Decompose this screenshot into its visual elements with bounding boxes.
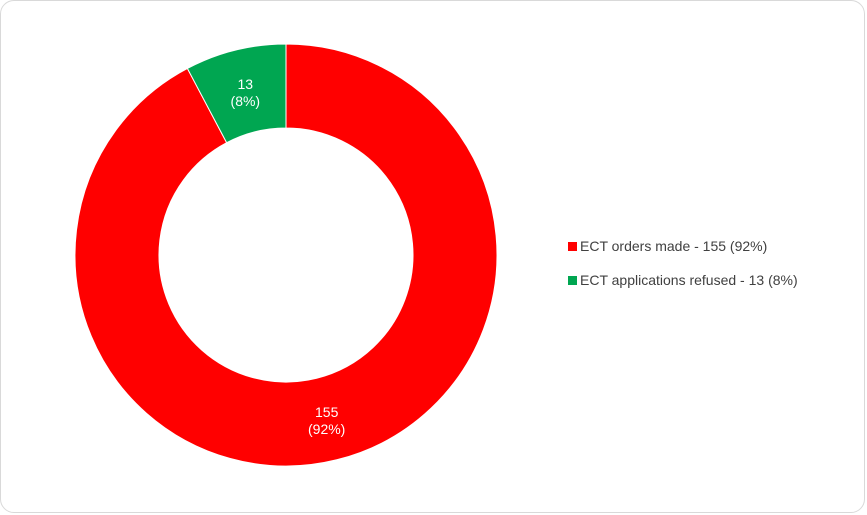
donut-slice-orders-made (74, 43, 498, 467)
donut-slice-applications-refused (186, 43, 287, 144)
legend-swatch-orders-made (568, 241, 577, 251)
legend-label-applications-refused: ECT applications refused - 13 (8%) (580, 272, 798, 288)
donut-slices (74, 43, 498, 467)
data-label-percent-applications-refused: (8%) (231, 93, 261, 109)
legend-swatch-applications-refused (568, 275, 577, 285)
legend-item-applications-refused: ECT applications refused - 13 (8%) (568, 270, 798, 290)
donut-data-labels: 155(92%) 13(8%) (231, 76, 346, 437)
legend: ECT orders made - 155 (92%) ECT applicat… (568, 236, 798, 304)
legend-label-orders-made: ECT orders made - 155 (92%) (580, 238, 768, 254)
data-label-percent-orders-made: (92%) (308, 421, 345, 437)
data-label-value-orders-made: 155 (315, 404, 339, 420)
data-label-value-applications-refused: 13 (238, 76, 254, 92)
legend-item-orders-made: ECT orders made - 155 (92%) (568, 236, 798, 256)
